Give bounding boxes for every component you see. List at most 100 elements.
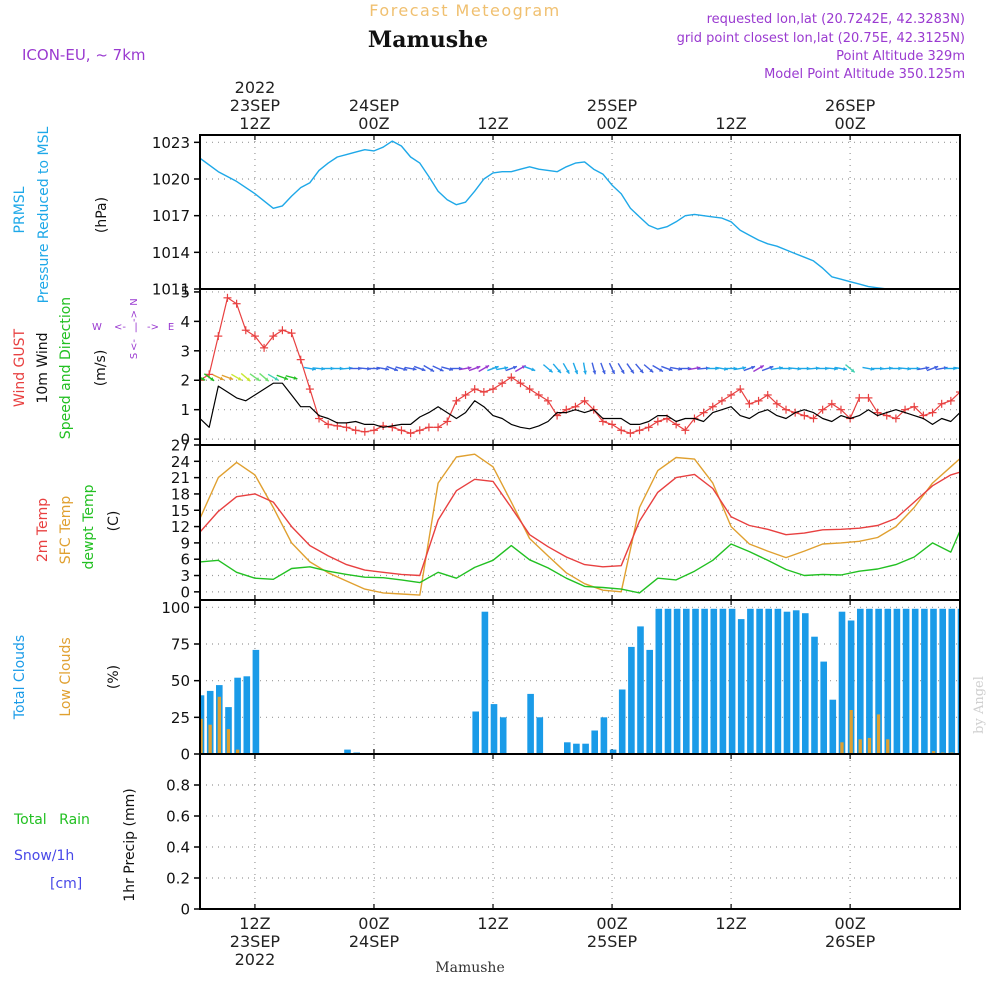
total-rain-label: Total Rain (13, 812, 90, 828)
total-clouds-bar (948, 608, 956, 754)
total-clouds-bar (481, 611, 489, 754)
point-altitude: Point Altitude 329m (836, 49, 965, 64)
panel-frame (199, 753, 961, 910)
low-clouds-bar (840, 742, 844, 754)
compass-arrow-down: <- (129, 339, 140, 351)
ytick-label: 75 (171, 636, 190, 654)
total-clouds-bar (582, 743, 589, 754)
panel-precip: 0 0.2 0.4 0.6 0.8 (166, 753, 961, 919)
snow-label: Snow/1h (14, 848, 74, 864)
top-year: 2022 (235, 78, 276, 97)
total-clouds-bar (600, 717, 608, 754)
ytick-label: 6 (180, 551, 190, 569)
low-clouds-bar (849, 710, 853, 754)
total-clouds-bar (921, 608, 928, 754)
cloud-labels: Total Clouds Low Clouds (%) (12, 635, 122, 720)
ytick-label: 2 (180, 372, 190, 390)
total-clouds-bar (911, 608, 919, 754)
low-clouds-bar (867, 737, 872, 754)
wind-direction-arrow (591, 362, 597, 375)
total-clouds-bar (811, 636, 818, 754)
total-clouds-bar (591, 730, 598, 754)
watermark: by Angel (972, 676, 987, 734)
top-tick-label: 12Z (477, 114, 508, 133)
total-clouds-bar (664, 608, 672, 754)
panel-frame (199, 134, 961, 290)
ytick-label: 1017 (152, 207, 190, 225)
compass-bar: | (134, 322, 137, 333)
total-clouds-label: Total Clouds (12, 635, 28, 720)
clouds-unit: (%) (106, 665, 122, 689)
total-clouds-bar (719, 608, 727, 754)
top-tick-label: 00Z (834, 114, 865, 133)
model-altitude: Model Point Altitude 350.125m (764, 67, 965, 82)
wind-direction-arrow (562, 362, 570, 375)
low-clouds-bar (858, 739, 862, 754)
ytick-label: 0.4 (166, 839, 190, 857)
ytick-label: 50 (171, 672, 190, 690)
plot-area (200, 453, 960, 596)
ytick-label: 0.6 (166, 808, 190, 826)
wind-direction-arrow (834, 366, 848, 371)
ytick-label: 3 (180, 567, 190, 585)
wind-direction-arrow (395, 366, 408, 371)
total-clouds-bar (243, 676, 251, 754)
panel-wind: 0 1 2 3 4 5 (180, 283, 961, 449)
snow-unit: [cm] (50, 876, 82, 892)
wind-direction-arrow (552, 363, 562, 374)
total-clouds-bar (857, 608, 864, 754)
bottom-tick-label: 12Z (715, 914, 746, 933)
total-clouds-bar (774, 608, 782, 754)
temperature-labels: 2m Temp SFC Temp dewpt Temp (C) (35, 484, 122, 569)
wind-direction-arrow (404, 366, 417, 371)
wind-direction-arrow (635, 363, 644, 374)
footer-location: Mamushe (435, 960, 504, 976)
ytick-label: 25 (171, 709, 190, 727)
total-clouds-bar (957, 608, 960, 754)
wind-direction-arrow (386, 365, 399, 372)
total-clouds-bar (655, 608, 663, 754)
wind-direction-arrow (487, 365, 499, 372)
wind-direction-arrow (267, 373, 279, 381)
total-clouds-bar (206, 690, 214, 754)
requested-coords: requested lon,lat (20.7242E, 42.3283N) (707, 12, 965, 27)
wind-direction-arrow (423, 364, 435, 373)
compass-n: N (129, 298, 140, 305)
total-clouds-bar (829, 699, 837, 754)
total-clouds-bar (728, 608, 736, 754)
ytick-label: 1020 (152, 171, 190, 189)
total-clouds-bar (499, 717, 507, 754)
wind-direction-arrow (643, 364, 654, 373)
total-clouds-bar (884, 608, 892, 754)
ytick-label: 1011 (152, 281, 190, 299)
dewpt-label: dewpt Temp (81, 484, 97, 569)
location-title: Mamushe (368, 27, 488, 53)
ytick-label: 0 (180, 746, 190, 764)
low-clouds-bar (226, 729, 231, 754)
total-clouds-bar (344, 749, 351, 754)
bottom-tick-label: 00Z (358, 914, 389, 933)
total-clouds-bar (673, 608, 681, 754)
wind-direction-arrow (276, 374, 289, 381)
wind-direction-arrow (608, 362, 616, 375)
total-clouds-bar (783, 611, 791, 754)
wind-direction-arrow (221, 374, 234, 381)
ytick-label: 21 (171, 469, 190, 487)
wind-direction-arrow (496, 366, 509, 371)
ytick-label: 24 (171, 453, 190, 471)
pressure-unit: (hPa) (94, 197, 110, 233)
prmsl-desc-label: Pressure Reduced to MSL (36, 126, 52, 303)
bottom-tick-label: 26SEP (825, 932, 876, 951)
wind-direction-arrow (753, 364, 765, 373)
total-clouds-bar (756, 608, 763, 754)
total-clouds-bar (628, 646, 635, 754)
total-clouds-bar (930, 608, 937, 754)
wind10m-label: 10m Wind (35, 332, 51, 403)
t2m-label: 2m Temp (35, 498, 51, 562)
total-clouds-bar (747, 608, 754, 754)
wind-labels: Wind GUST 10m Wind Speed and Direction (… (12, 297, 174, 439)
wind-direction-arrow (231, 373, 243, 381)
panels: 1011101410171020102301234503691215182124… (152, 134, 961, 919)
